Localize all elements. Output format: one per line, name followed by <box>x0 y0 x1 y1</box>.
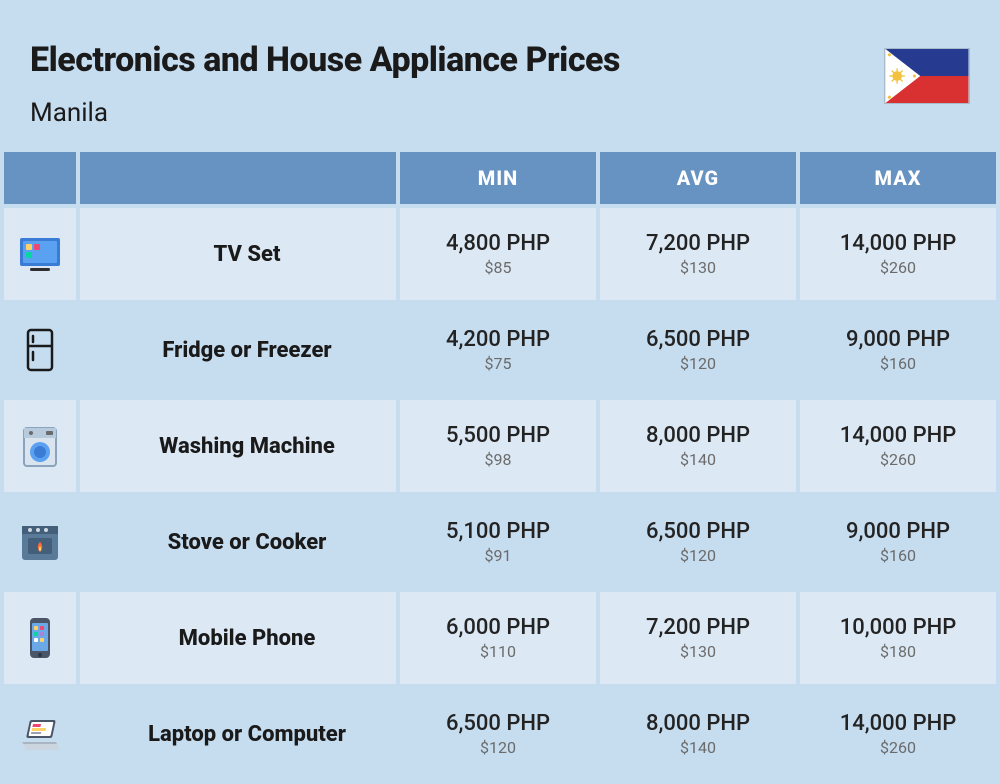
price-php: 8,000 PHP <box>600 711 796 736</box>
price-usd: $180 <box>800 642 996 661</box>
price-php: 14,000 PHP <box>800 711 996 736</box>
col-header-name <box>78 150 398 206</box>
price-usd: $160 <box>800 354 996 373</box>
price-php: 9,000 PHP <box>800 519 996 544</box>
price-usd: $160 <box>800 546 996 565</box>
col-header-max: MAX <box>798 150 998 206</box>
price-php: 5,500 PHP <box>400 423 596 448</box>
price-php: 6,500 PHP <box>400 711 596 736</box>
table-header-row: MIN AVG MAX <box>2 150 998 206</box>
item-name: Mobile Phone <box>78 590 398 686</box>
price-usd: $120 <box>600 546 796 565</box>
price-avg: 8,000 PHP $140 <box>598 686 798 782</box>
page-header: Electronics and House Appliance Prices M… <box>0 0 1000 148</box>
price-min: 6,000 PHP $110 <box>398 590 598 686</box>
laptop-icon <box>2 686 78 782</box>
price-max: 14,000 PHP $260 <box>798 398 998 494</box>
price-usd: $260 <box>800 450 996 469</box>
price-php: 7,200 PHP <box>600 231 796 256</box>
page-title: Electronics and House Appliance Prices <box>30 40 970 80</box>
price-php: 8,000 PHP <box>600 423 796 448</box>
price-usd: $85 <box>400 258 596 277</box>
price-max: 14,000 PHP $260 <box>798 686 998 782</box>
price-php: 14,000 PHP <box>800 423 996 448</box>
price-php: 4,800 PHP <box>400 231 596 256</box>
price-max: 9,000 PHP $160 <box>798 302 998 398</box>
price-php: 14,000 PHP <box>800 231 996 256</box>
price-usd: $130 <box>600 642 796 661</box>
table-row: Washing Machine5,500 PHP $988,000 PHP $140… <box>2 398 998 494</box>
table-row: Stove or Cooker5,100 PHP $916,500 PHP $120… <box>2 494 998 590</box>
col-header-icon <box>2 150 78 206</box>
price-min: 5,100 PHP $91 <box>398 494 598 590</box>
table-row: Laptop or Computer6,500 PHP $1208,000 PHP… <box>2 686 998 782</box>
price-table: MIN AVG MAX TV Set4,800 PHP$857,200 PHP$… <box>0 148 1000 784</box>
price-usd: $91 <box>400 546 596 565</box>
price-min: 4,200 PHP $75 <box>398 302 598 398</box>
table-row: Fridge or Freezer4,200 PHP$756,500 PHP$1… <box>2 302 998 398</box>
price-php: 4,200 PHP <box>400 327 596 352</box>
price-usd: $98 <box>400 450 596 469</box>
item-name: Stove or Cooker <box>78 494 398 590</box>
price-usd: $110 <box>400 642 596 661</box>
price-php: 7,200 PHP <box>600 615 796 640</box>
price-usd: $75 <box>400 354 596 373</box>
flag-philippines <box>884 48 970 104</box>
price-php: 6,000 PHP <box>400 615 596 640</box>
price-max: 14,000 PHP $260 <box>798 206 998 302</box>
item-name: TV Set <box>78 206 398 302</box>
price-max: 9,000 PHP $160 <box>798 494 998 590</box>
price-php: 9,000 PHP <box>800 327 996 352</box>
price-php: 6,500 PHP <box>600 327 796 352</box>
item-name: Washing Machine <box>78 398 398 494</box>
price-usd: $120 <box>600 354 796 373</box>
item-name: Fridge or Freezer <box>78 302 398 398</box>
tv-icon <box>2 206 78 302</box>
price-avg: 7,200 PHP $130 <box>598 206 798 302</box>
price-php: 5,100 PHP <box>400 519 596 544</box>
col-header-avg: AVG <box>598 150 798 206</box>
fridge-icon <box>2 302 78 398</box>
page-subtitle: Manila <box>30 98 970 128</box>
price-usd: $120 <box>400 738 596 757</box>
price-php: 6,500 PHP <box>600 519 796 544</box>
stove-icon <box>2 494 78 590</box>
washing-machine-icon <box>2 398 78 494</box>
price-avg: 7,200 PHP $130 <box>598 590 798 686</box>
price-min: 6,500 PHP $120 <box>398 686 598 782</box>
col-header-min: MIN <box>398 150 598 206</box>
price-max: 10,000 PHP $180 <box>798 590 998 686</box>
price-min: 5,500 PHP $98 <box>398 398 598 494</box>
price-avg: 8,000 PHP $140 <box>598 398 798 494</box>
price-usd: $260 <box>800 738 996 757</box>
phone-icon <box>2 590 78 686</box>
price-avg: 6,500 PHP $120 <box>598 494 798 590</box>
price-usd: $130 <box>600 258 796 277</box>
table-row: TV Set4,800 PHP $857,200 PHP $13014,000 PH… <box>2 206 998 302</box>
price-usd: $260 <box>800 258 996 277</box>
price-min: 4,800 PHP $85 <box>398 206 598 302</box>
table-row: Mobile Phone6,000 PHP $1107,200 PHP $13010… <box>2 590 998 686</box>
price-usd: $140 <box>600 738 796 757</box>
price-php: 10,000 PHP <box>800 615 996 640</box>
price-usd: $140 <box>600 450 796 469</box>
price-avg: 6,500 PHP $120 <box>598 302 798 398</box>
item-name: Laptop or Computer <box>78 686 398 782</box>
